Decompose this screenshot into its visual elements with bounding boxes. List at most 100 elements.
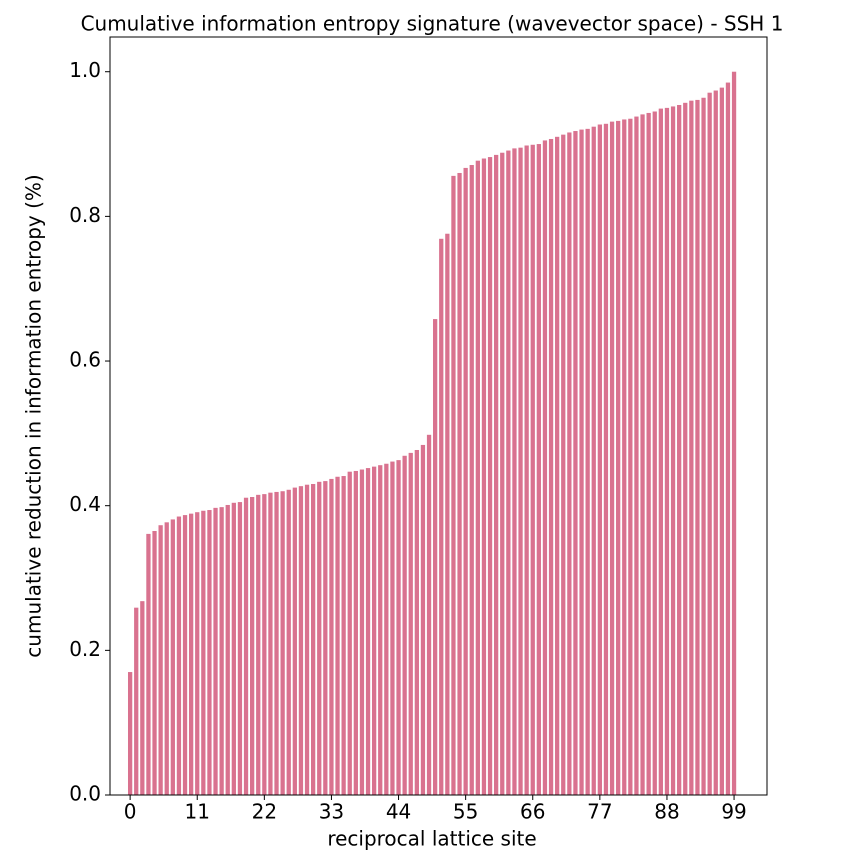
bar [341,476,346,795]
bar [292,487,297,795]
bar [347,471,352,795]
bar [719,87,724,796]
x-tick-label: 0 [124,800,137,824]
bar [286,489,291,795]
x-tick-label: 88 [654,800,679,824]
bar [207,510,212,795]
bar [628,118,633,796]
bar [603,123,609,796]
bar [378,465,383,795]
bar [609,121,615,796]
bar [164,522,169,795]
y-axis-label: cumulative reduction in information entr… [22,174,46,657]
bar [250,497,255,795]
bar [555,136,560,795]
bar [677,104,682,796]
bar [640,114,645,795]
bar [195,512,200,795]
bar [597,124,602,796]
bar [475,160,480,796]
bar [518,147,523,795]
bar [713,90,718,796]
x-tick-label: 66 [520,800,545,824]
bar [359,469,365,795]
bar [622,119,627,795]
bar [561,134,566,795]
bar [365,468,371,795]
y-tick-label: 1.0 [69,58,101,82]
bar [158,525,163,795]
x-tick-label: 77 [587,800,612,824]
bar [390,461,395,795]
bar [689,100,694,795]
bar [451,175,456,795]
bar [646,112,651,796]
bar [213,507,218,795]
bar [256,494,261,795]
bar [353,470,358,795]
y-tick-label: 0.0 [69,782,101,806]
bar [420,444,426,795]
bar [201,510,206,795]
bar [634,116,639,796]
bar [408,452,413,795]
bar [658,108,663,795]
bar [280,491,285,795]
bar [182,515,188,795]
x-tick-label: 22 [252,800,277,824]
bar [469,165,474,795]
bar [262,494,267,795]
bar [311,483,316,795]
x-axis-label: reciprocal lattice site [327,827,536,851]
bar [664,107,670,796]
x-tick-label: 33 [319,800,344,824]
y-tick-label: 0.6 [69,348,101,372]
bar [335,476,340,795]
bar [426,434,432,795]
bar [670,106,676,795]
plot-frame [109,36,768,796]
bar [304,484,310,795]
bar [536,144,541,796]
x-tick-label: 11 [185,800,210,824]
bar [585,128,590,795]
bar [616,120,621,796]
y-tick-label: 0.4 [69,492,101,516]
bar [127,672,133,795]
x-tick-label: 99 [721,800,746,824]
bar [683,102,688,795]
bar [463,167,468,795]
bar [445,233,450,796]
bar [506,150,511,795]
bar [134,607,139,795]
bar [695,99,700,795]
x-tick-label: 55 [453,800,478,824]
bar [372,466,377,795]
bar [323,481,328,795]
bar [487,157,493,795]
x-tick-label: 44 [386,800,411,824]
bar [548,138,554,796]
bar [140,601,145,795]
bar [384,463,389,795]
bar [731,71,737,796]
bar [237,502,243,795]
bar [402,455,407,795]
bar [152,531,157,795]
bar [512,148,517,795]
bar [573,131,578,795]
bar [707,92,712,795]
bar [524,145,529,795]
y-tick-label: 0.2 [69,637,101,661]
bar [231,502,236,795]
bar [243,497,249,795]
bar [439,238,444,796]
bar [219,507,224,795]
bar [396,460,401,795]
bar [494,154,499,796]
bar [591,126,596,796]
bar [268,492,273,795]
bar [567,132,572,796]
